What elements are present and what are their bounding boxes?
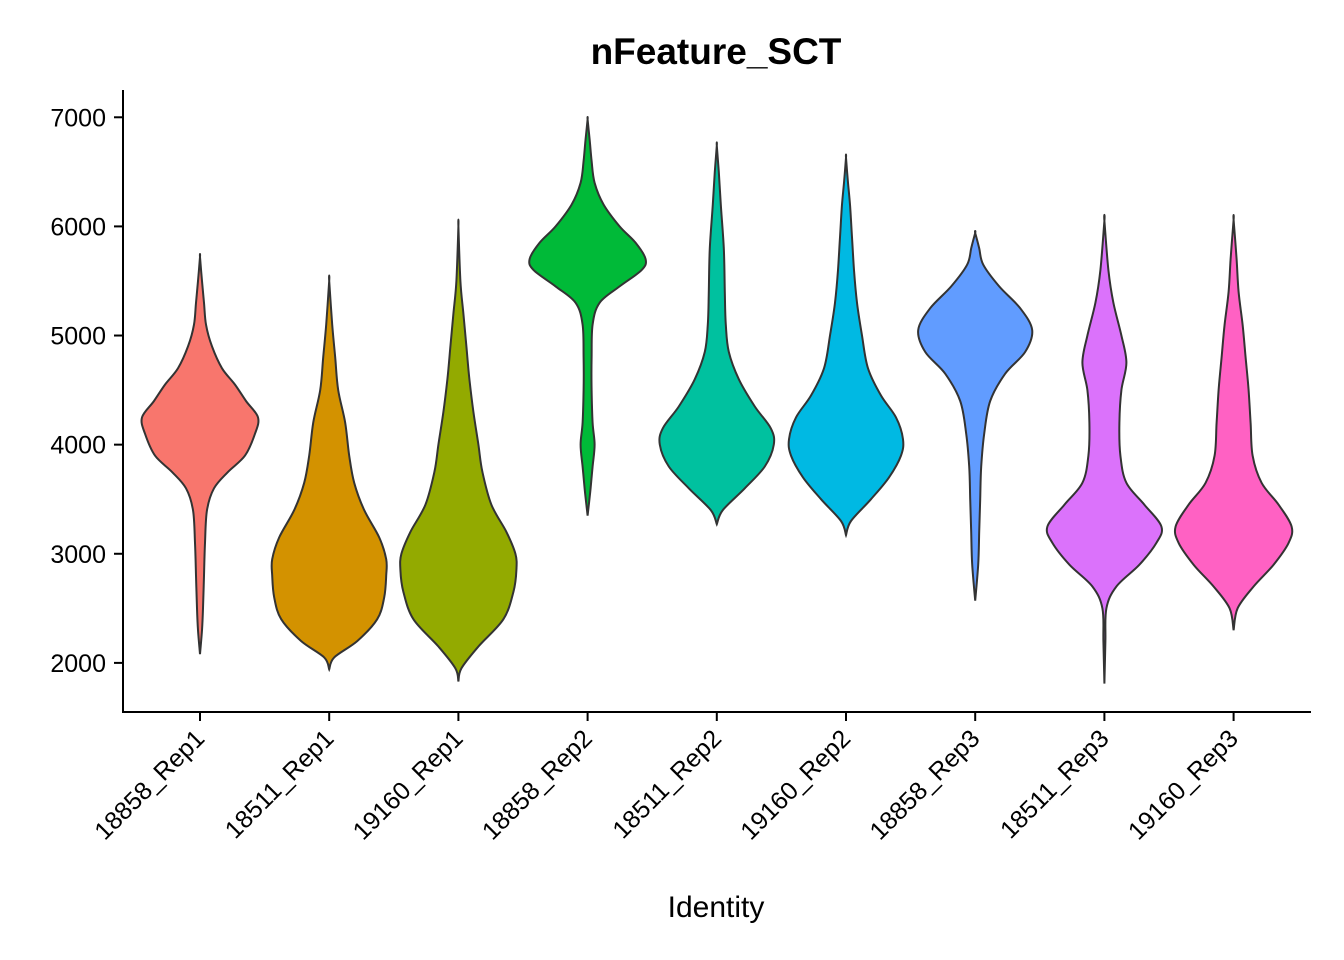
violin-18511_Rep1	[270, 274, 388, 673]
x-tick-label: 18511_Rep3	[995, 724, 1115, 844]
violin-18511_Rep2	[658, 141, 776, 527]
y-axis: 2000 3000 4000 5000 6000 7000	[50, 104, 123, 678]
x-tick-label: 18858_Rep1	[89, 724, 210, 845]
x-axis-title: Identity	[668, 891, 765, 924]
violin-19160_Rep1	[399, 218, 518, 682]
violin-19160_Rep2	[787, 153, 905, 539]
violin-18858_Rep3	[917, 230, 1034, 601]
x-tick-label: 18511_Rep2	[607, 724, 727, 844]
chart-title: nFeature_SCT	[591, 31, 842, 72]
x-axis: 18858_Rep1 18511_Rep1 19160_Rep1 18858_Rep2…	[89, 712, 1244, 846]
y-tick-label: 7000	[50, 104, 106, 132]
y-tick-label: 2000	[50, 650, 106, 678]
y-tick-label: 3000	[50, 541, 106, 569]
violin-18858_Rep1	[140, 253, 260, 655]
violin-19160_Rep3	[1173, 213, 1294, 631]
violin-18858_Rep2	[528, 116, 647, 516]
y-tick-label: 5000	[50, 323, 106, 351]
x-tick-label: 19160_Rep1	[348, 724, 469, 845]
x-tick-label: 18858_Rep3	[864, 724, 985, 845]
y-tick-label: 6000	[50, 213, 106, 241]
x-tick-label: 19160_Rep2	[735, 724, 856, 845]
violin-group	[140, 116, 1294, 684]
y-tick-label: 4000	[50, 432, 106, 460]
x-tick-label: 18858_Rep2	[477, 724, 598, 845]
violin-18511_Rep3	[1045, 213, 1163, 684]
x-tick-label: 19160_Rep3	[1123, 724, 1244, 845]
x-tick-label: 18511_Rep1	[220, 724, 340, 844]
